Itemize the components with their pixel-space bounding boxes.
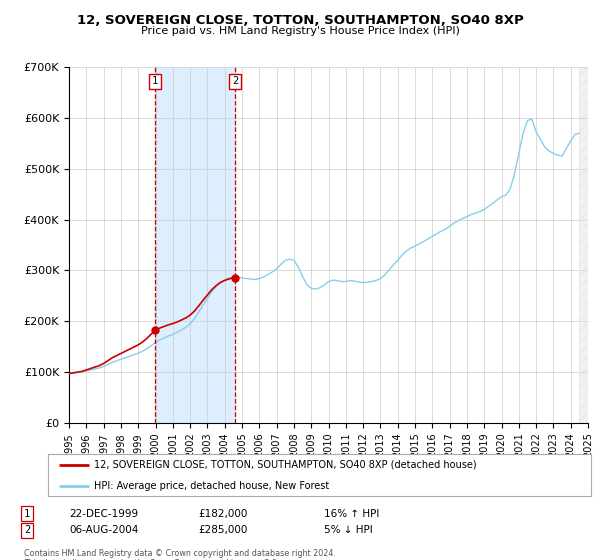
Text: 16% ↑ HPI: 16% ↑ HPI [324, 508, 379, 519]
Text: £182,000: £182,000 [198, 508, 247, 519]
Text: 2: 2 [24, 525, 30, 535]
Text: £285,000: £285,000 [198, 525, 247, 535]
Text: 12, SOVEREIGN CLOSE, TOTTON, SOUTHAMPTON, SO40 8XP: 12, SOVEREIGN CLOSE, TOTTON, SOUTHAMPTON… [77, 14, 523, 27]
Point [230, 273, 240, 282]
Text: 1: 1 [24, 508, 30, 519]
Bar [580, 67, 588, 423]
Text: 22-DEC-1999: 22-DEC-1999 [69, 508, 138, 519]
Text: Contains HM Land Registry data © Crown copyright and database right 2024.
This d: Contains HM Land Registry data © Crown c… [24, 549, 336, 560]
Bar [155, 67, 235, 423]
Text: HPI: Average price, detached house, New Forest: HPI: Average price, detached house, New … [94, 482, 329, 491]
Text: 1: 1 [152, 76, 158, 86]
Point [150, 326, 160, 335]
Text: 06-AUG-2004: 06-AUG-2004 [69, 525, 139, 535]
Text: 2: 2 [232, 76, 238, 86]
Text: Price paid vs. HM Land Registry's House Price Index (HPI): Price paid vs. HM Land Registry's House … [140, 26, 460, 36]
Text: 12, SOVEREIGN CLOSE, TOTTON, SOUTHAMPTON, SO40 8XP (detached house): 12, SOVEREIGN CLOSE, TOTTON, SOUTHAMPTON… [94, 460, 477, 470]
Text: 5% ↓ HPI: 5% ↓ HPI [324, 525, 373, 535]
